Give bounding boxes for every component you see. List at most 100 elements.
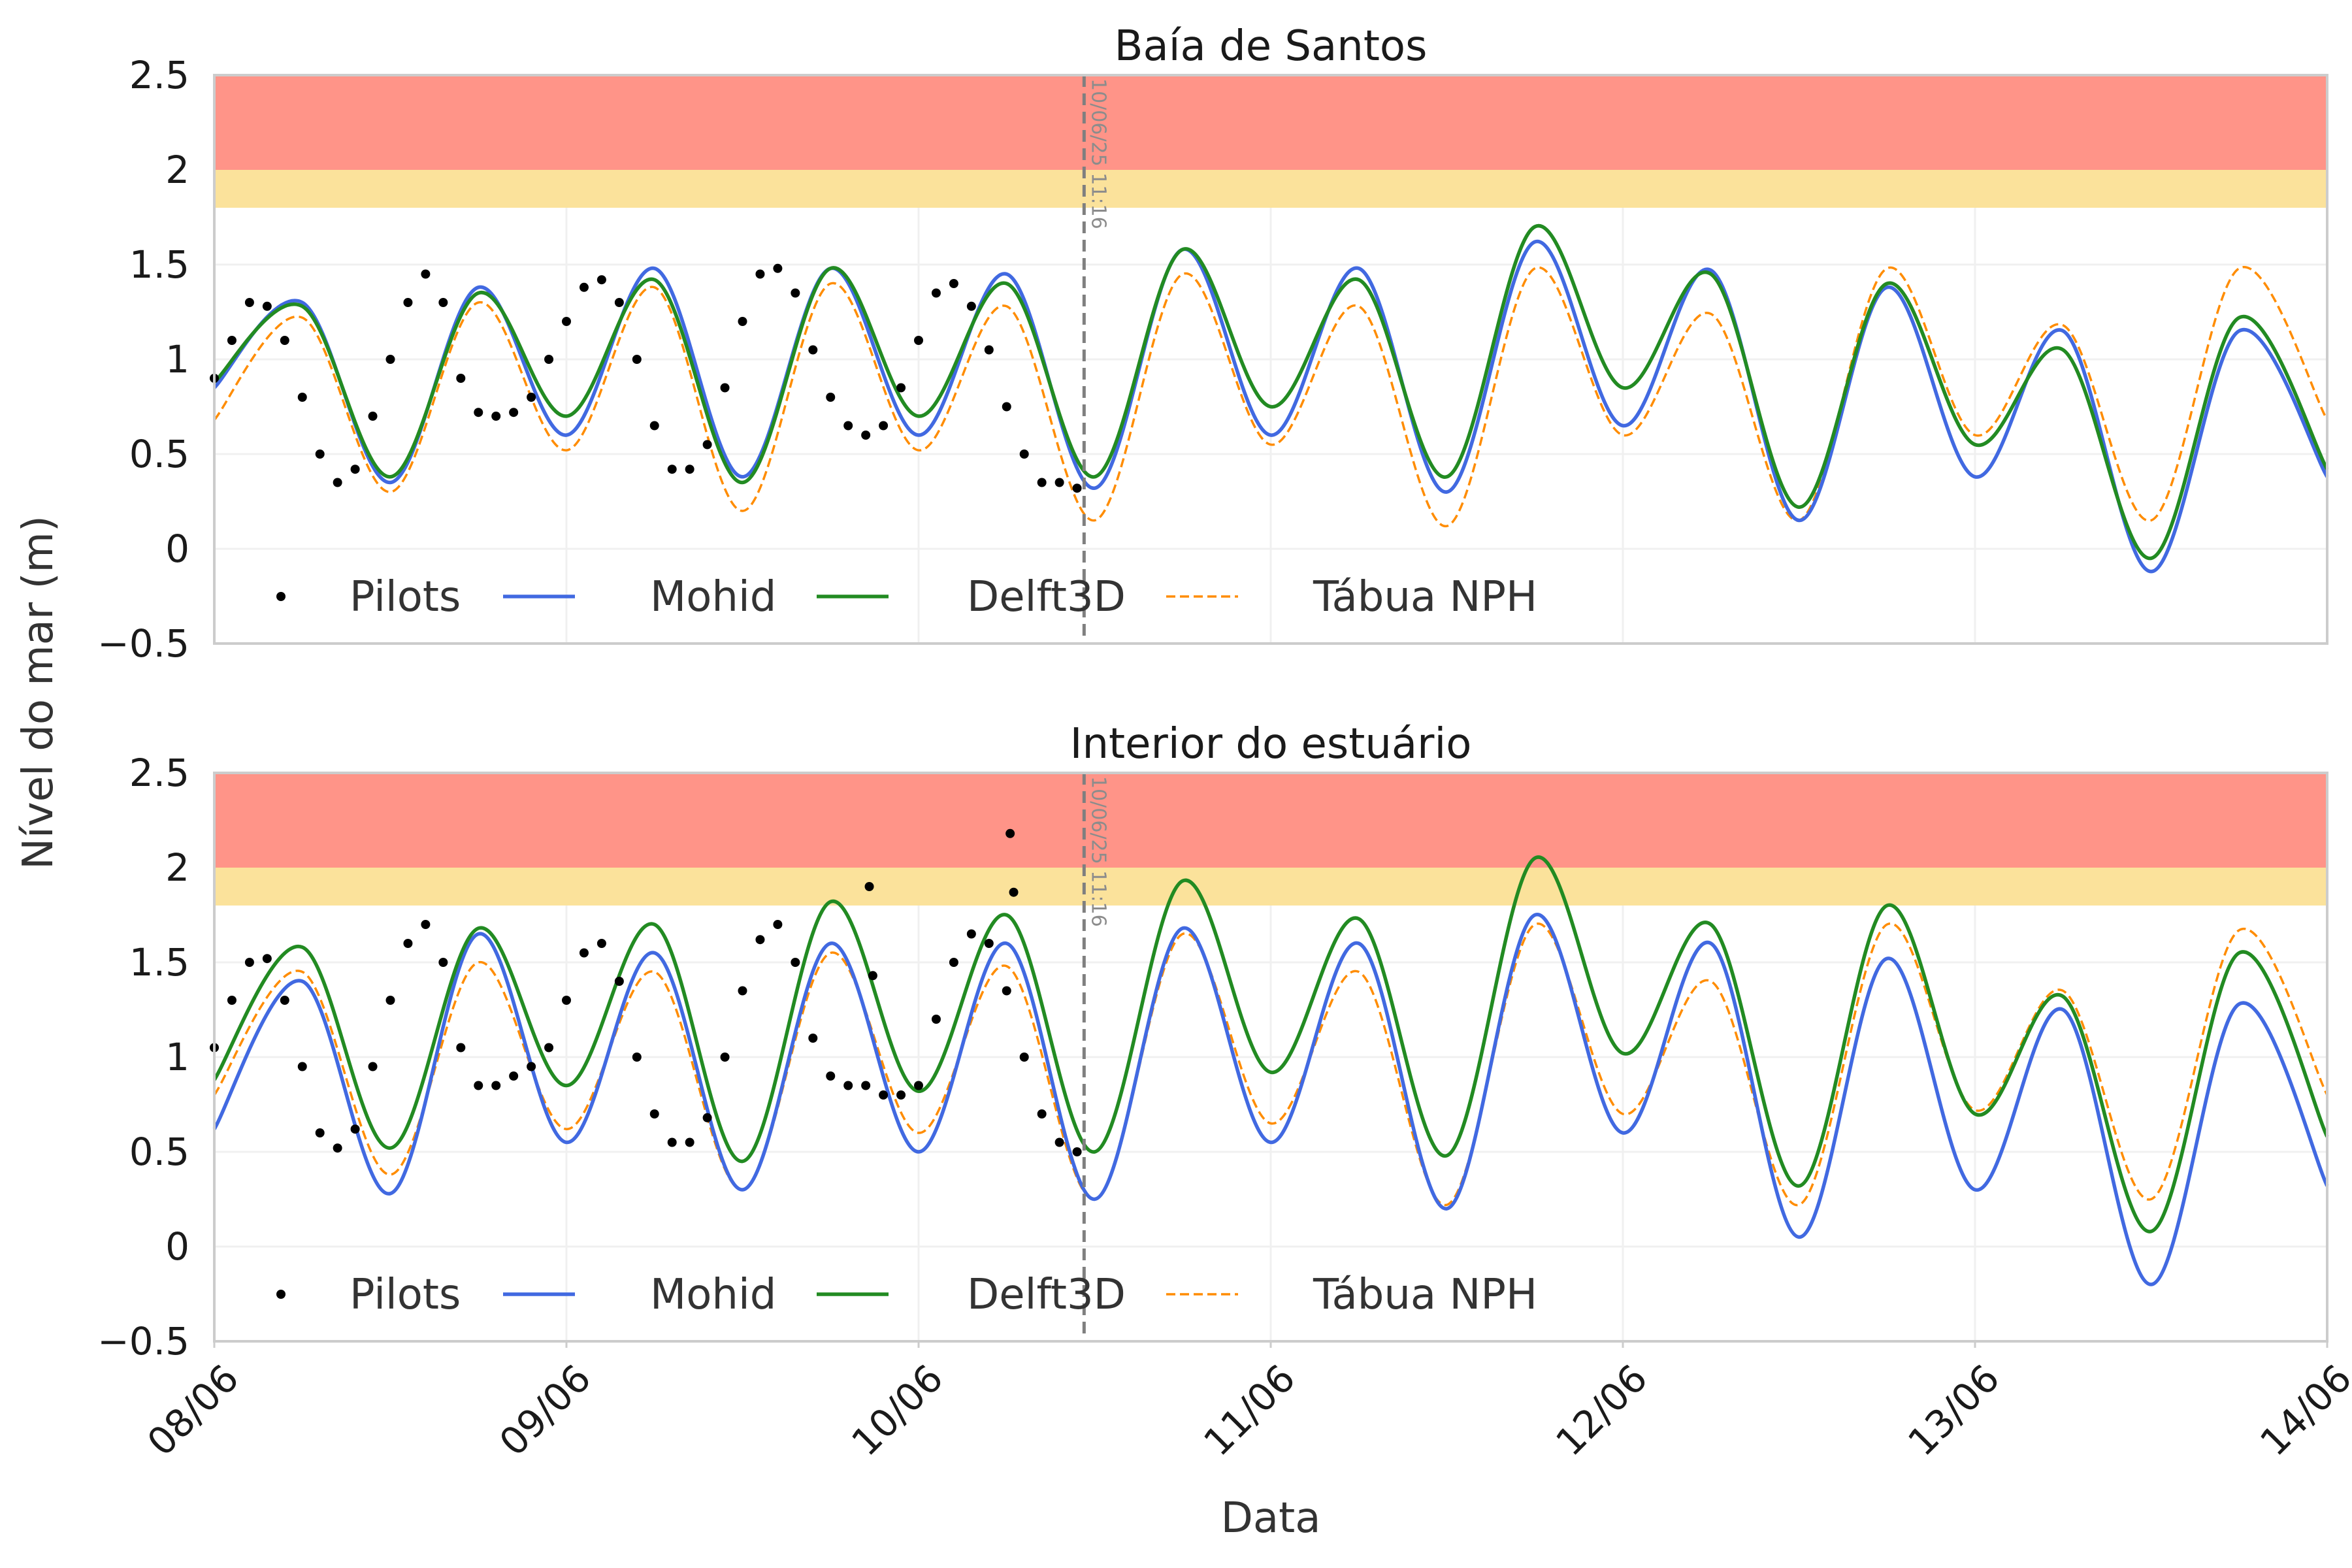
data-point: [421, 269, 431, 279]
data-point: [685, 465, 694, 474]
legend-label: Mohid: [650, 1271, 776, 1319]
series-delft3d: [212, 855, 2329, 1233]
data-point: [1054, 1137, 1064, 1147]
data-point: [262, 954, 272, 964]
data-point: [262, 301, 272, 311]
data-point: [456, 374, 466, 383]
data-point: [984, 939, 994, 948]
y-axis: 2.5 2 1.5 1 0.5 0 −0.5: [97, 53, 189, 666]
panel-baia-de-santos: Baía de Santos 10/06/25 11:16 2.5 2 1.5 1 0.…: [97, 22, 2329, 666]
data-point: [861, 1081, 871, 1090]
data-point: [562, 996, 571, 1005]
data-point: [368, 1062, 378, 1071]
data-point: [227, 996, 237, 1005]
data-point: [1054, 478, 1064, 487]
y-tick-label: 1.5: [129, 242, 189, 287]
data-point: [562, 317, 571, 326]
data-point: [596, 275, 606, 285]
data-point: [826, 393, 836, 402]
data-point: [544, 355, 554, 364]
y-axis-title: Nível do mar (m): [14, 515, 63, 870]
y-tick-label: 0: [165, 1224, 189, 1269]
series-layer: [210, 223, 2329, 574]
y-tick-label: 1.5: [129, 940, 189, 985]
data-point: [403, 939, 413, 948]
data-point: [227, 336, 237, 345]
data-point: [509, 408, 519, 417]
data-point: [632, 1053, 642, 1062]
data-point: [649, 421, 659, 431]
data-point: [491, 1081, 501, 1090]
data-point: [596, 939, 606, 948]
data-point: [1005, 828, 1015, 838]
data-point: [438, 298, 448, 307]
data-point: [896, 383, 906, 393]
legend: Pilots Mohid Delft3D Tábua NPH: [276, 573, 1537, 621]
series-layer: [210, 828, 2329, 1286]
threshold-band: [214, 170, 2327, 208]
data-point: [315, 449, 325, 459]
legend-label: Pilots: [350, 573, 461, 621]
data-point: [579, 282, 589, 292]
series-t-bua-nph: [213, 266, 2328, 527]
data-point: [403, 298, 413, 307]
data-point: [755, 935, 765, 945]
data-point: [843, 1081, 853, 1090]
legend: Pilots Mohid Delft3D Tábua NPH: [276, 1271, 1537, 1319]
data-point: [1002, 402, 1011, 412]
data-point: [949, 279, 958, 288]
panel-interior-do-estuario: Interior do estuário 10/06/25 11:16 2.52…: [97, 720, 2329, 1364]
data-point: [1002, 986, 1011, 996]
data-point: [491, 412, 501, 421]
data-point: [738, 317, 747, 326]
y-tick-label: 2: [165, 148, 189, 192]
x-tick-label: 08/06: [139, 1356, 247, 1464]
x-tick-label: 11/06: [1195, 1356, 1303, 1464]
data-point: [368, 412, 378, 421]
y-axis: 2.5 2 1.5 1 0.5 0 −0.5: [97, 751, 189, 1364]
data-point: [474, 1081, 483, 1090]
x-tick-label: 12/06: [1547, 1356, 1656, 1464]
data-point: [861, 431, 871, 440]
forecast-start-label: 10/06/25 11:16: [1086, 776, 1109, 927]
data-point: [755, 269, 765, 279]
data-point: [438, 958, 448, 967]
data-point: [385, 996, 395, 1005]
data-point: [984, 345, 994, 355]
data-point: [1037, 1109, 1047, 1119]
data-point: [791, 958, 800, 967]
panel-title: Baía de Santos: [1115, 22, 1428, 71]
data-point: [421, 920, 431, 929]
data-point: [649, 1109, 659, 1119]
legend-swatch: [276, 592, 286, 601]
data-point: [931, 288, 941, 298]
data-point: [1019, 449, 1029, 459]
data-point: [509, 1071, 519, 1081]
data-point: [632, 355, 642, 364]
y-tick-label: 1: [165, 337, 189, 382]
data-point: [244, 298, 254, 307]
data-point: [667, 465, 677, 474]
data-point: [297, 1062, 307, 1071]
gridlines: [214, 906, 2327, 1343]
data-point: [280, 336, 289, 345]
legend-label: Delft3D: [967, 1271, 1126, 1319]
data-point: [720, 383, 730, 393]
data-point: [914, 1081, 923, 1090]
series-delft3d: [213, 223, 2329, 561]
data-point: [702, 440, 712, 449]
data-point: [385, 355, 395, 364]
x-axis: 08/06 09/06 10/06 11/06 12/06 13/06 14/06: [139, 1341, 2352, 1465]
threshold-band: [214, 773, 2327, 868]
data-point: [1009, 887, 1019, 897]
data-point: [738, 986, 747, 996]
panel-title: Interior do estuário: [1070, 720, 1472, 768]
legend-label: Mohid: [650, 573, 776, 621]
data-point: [1019, 1053, 1029, 1062]
data-point: [879, 421, 889, 431]
data-point: [544, 1043, 554, 1053]
y-tick-label: 1: [165, 1035, 189, 1079]
data-point: [315, 1128, 325, 1137]
data-point: [879, 1090, 889, 1100]
